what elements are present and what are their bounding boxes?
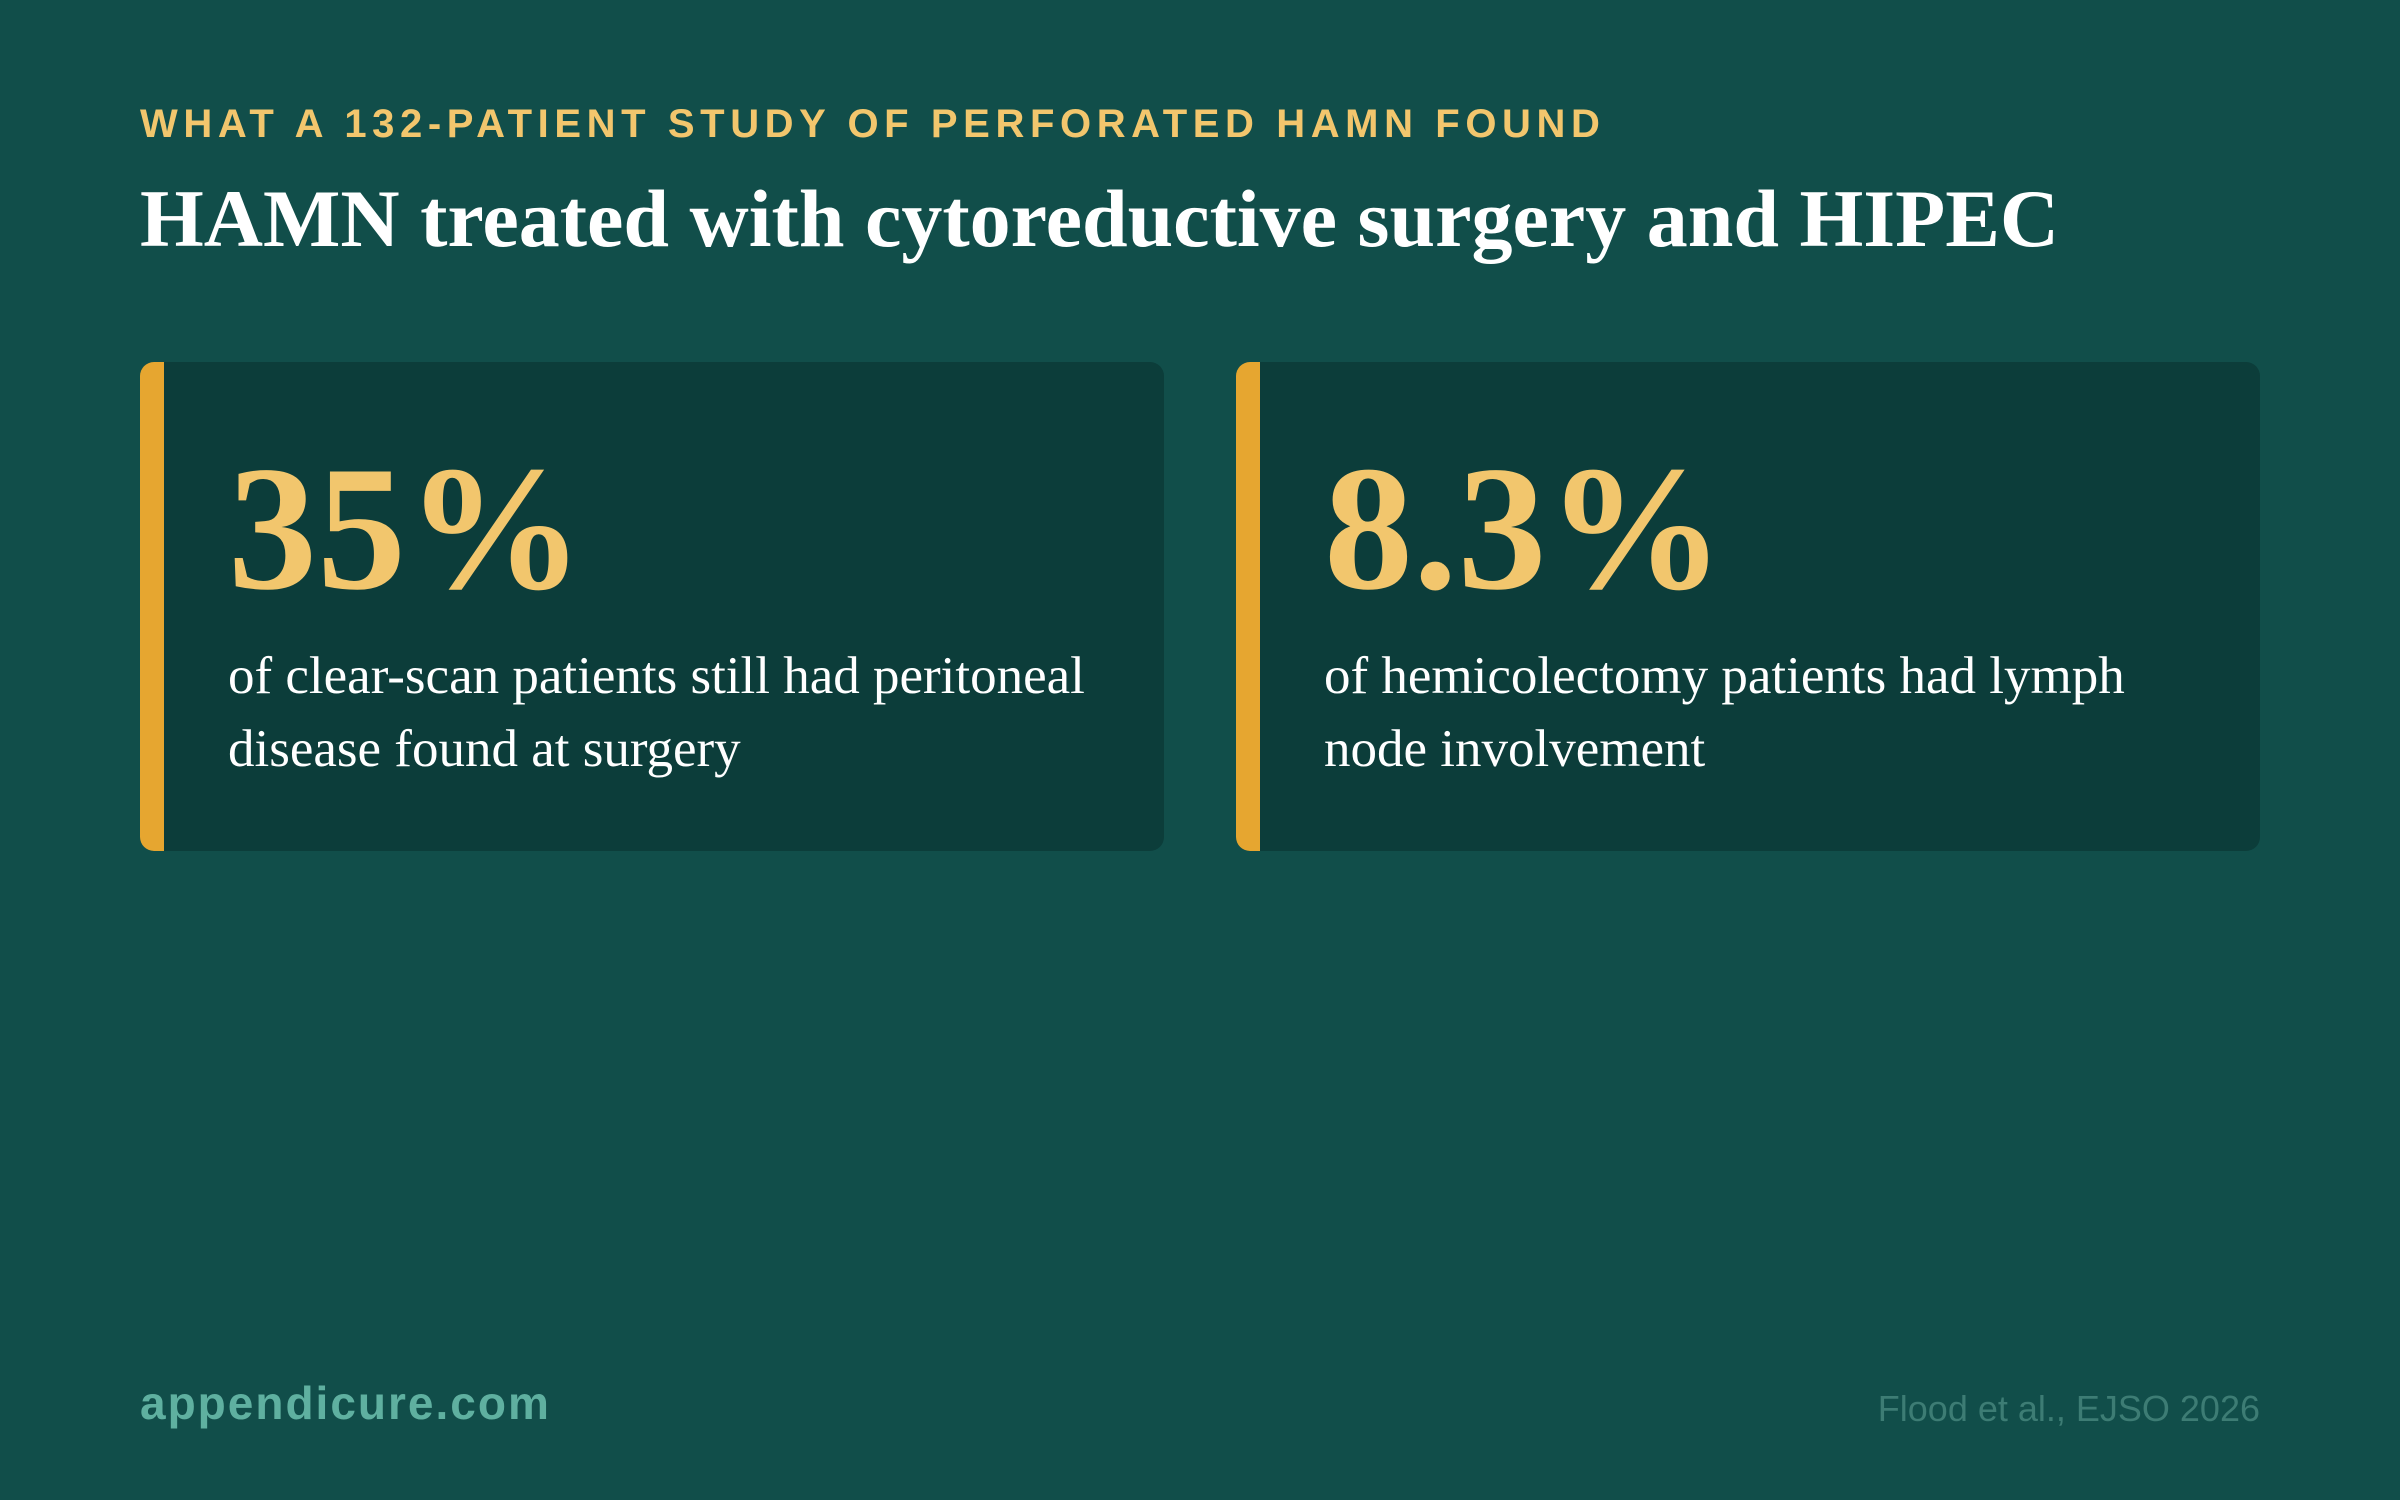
stat-card-hemicolectomy: 8.3% of hemicolectomy patients had lymph… bbox=[1236, 362, 2260, 851]
stat-description: of clear-scan patients still had periton… bbox=[228, 647, 1085, 778]
stat-description: of hemicolectomy patients had lymph node… bbox=[1324, 647, 2125, 778]
citation: Flood et al., EJSO 2026 bbox=[1877, 1388, 2260, 1429]
eyebrow-heading: WHAT A 132-PATIENT STUDY OF PERFORATED H… bbox=[140, 102, 1606, 146]
page-title: HAMN treated with cytoreductive surgery … bbox=[140, 173, 2060, 264]
stat-card-clear-scan: 35% of clear-scan patients still had per… bbox=[140, 362, 1164, 851]
stat-value: 8.3% bbox=[1324, 429, 1725, 627]
site-url: appendicure.com bbox=[140, 1377, 551, 1429]
stat-value: 35% bbox=[228, 429, 584, 627]
card-accent-bar bbox=[140, 362, 164, 851]
card-accent-bar bbox=[1236, 362, 1260, 851]
